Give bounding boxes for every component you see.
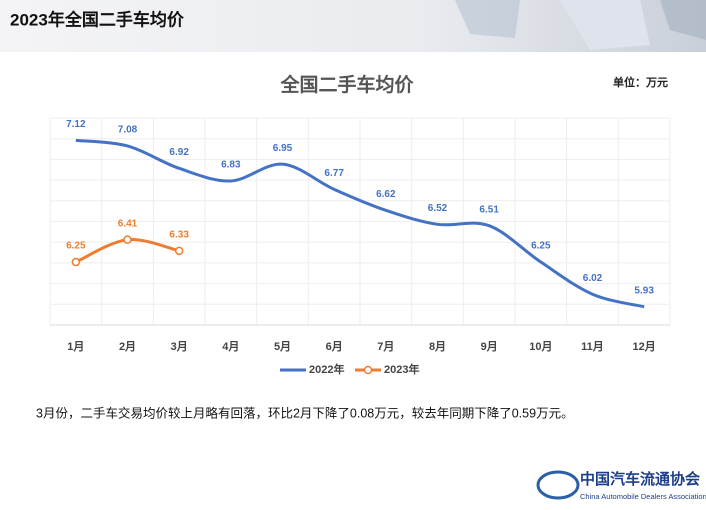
- data-label: 6.51: [479, 204, 499, 215]
- data-label: 6.25: [66, 241, 86, 252]
- decor-cube: [660, 0, 706, 40]
- data-label: 6.92: [169, 147, 189, 158]
- legend-marker: [363, 365, 373, 375]
- legend-label: 2023年: [384, 362, 419, 376]
- logo-icon: [536, 470, 580, 500]
- x-tick-label: 2月: [119, 340, 136, 353]
- data-label: 6.95: [273, 143, 293, 154]
- data-label: 5.93: [634, 285, 654, 296]
- x-tick-label: 10月: [529, 340, 552, 353]
- data-label: 6.83: [221, 160, 241, 171]
- x-tick-label: 8月: [429, 340, 446, 353]
- chart-title: 全国二手车均价: [279, 73, 414, 96]
- x-tick-label: 6月: [326, 340, 343, 353]
- x-tick-label: 9月: [481, 340, 498, 353]
- x-tick-label: 7月: [377, 340, 394, 353]
- data-label: 6.62: [376, 189, 396, 200]
- marker: [174, 246, 184, 256]
- data-label: 6.52: [428, 203, 448, 214]
- logo-name: 中国汽车流通协会: [580, 470, 700, 488]
- data-label: 6.25: [531, 241, 551, 252]
- unit-label: 单位：万元: [613, 75, 668, 89]
- data-label: 6.41: [118, 218, 138, 229]
- header-title: 2023年全国二手车均价: [10, 9, 185, 29]
- x-tick-label: 5月: [274, 340, 291, 353]
- data-label: 7.08: [118, 125, 138, 136]
- x-tick-label: 3月: [171, 340, 188, 353]
- plot: 1月 2月 3月 4月 5月 6月 7月 8月 9月 10月 11月 12月 7.12 7.08 6.92 6…: [49, 117, 671, 376]
- data-label: 6.33: [169, 230, 189, 241]
- x-tick-label: 1月: [67, 340, 84, 353]
- caption: 3月份，二手车交易均价较上月略有回落，环比2月下降了0.08万元，较去年同期下降…: [36, 405, 574, 420]
- marker: [123, 235, 132, 244]
- x-tick-label: 12月: [633, 340, 656, 353]
- decor-cube: [560, 0, 650, 50]
- legend-label: 2022年: [309, 362, 344, 376]
- marker: [71, 257, 81, 267]
- series-line: [75, 138, 645, 309]
- x-tick-label: 11月: [581, 340, 604, 353]
- decor-cube: [455, 0, 520, 38]
- logo-english: China Automobile Dealers Association: [580, 492, 706, 501]
- data-label: 6.77: [324, 168, 344, 179]
- x-tick-label: 4月: [222, 340, 239, 353]
- data-label: 7.12: [66, 119, 86, 130]
- data-label: 6.02: [583, 273, 603, 284]
